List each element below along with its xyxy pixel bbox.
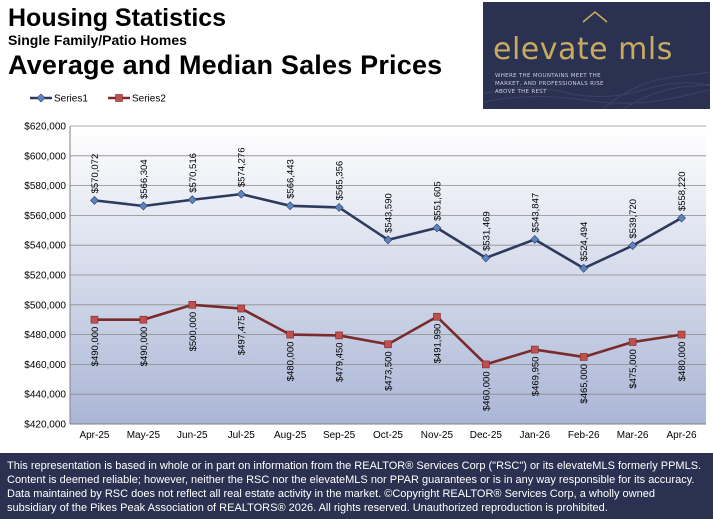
data-point bbox=[677, 330, 686, 339]
data-label: $566,443 bbox=[286, 159, 297, 199]
y-tick-label: $600,000 bbox=[24, 151, 66, 162]
elevate-mls-logo: elevate mls WHERE THE MOUNTAINS MEET THE… bbox=[483, 2, 710, 109]
x-tick-label: Apr-26 bbox=[667, 430, 697, 441]
page-subtitle: Single Family/Patio Homes bbox=[8, 32, 187, 48]
x-tick-label: Nov-25 bbox=[421, 430, 454, 441]
mountain-icon bbox=[582, 10, 608, 23]
data-label: $460,000 bbox=[481, 371, 492, 411]
data-point bbox=[579, 263, 589, 273]
y-tick-label: $520,000 bbox=[24, 271, 66, 282]
data-point bbox=[138, 201, 148, 211]
data-label: $524,494 bbox=[579, 222, 590, 262]
y-tick-label: $460,000 bbox=[24, 360, 66, 371]
x-tick-label: Apr-25 bbox=[79, 430, 109, 441]
logo-graphic bbox=[483, 10, 710, 109]
logo-wordmark: elevate mls bbox=[493, 32, 673, 67]
data-point bbox=[237, 304, 246, 313]
x-tick-label: Jul-25 bbox=[228, 430, 256, 441]
data-point bbox=[384, 340, 392, 349]
legend-label: Series2 bbox=[132, 94, 166, 105]
footer-disclaimer: This representation is based in whole or… bbox=[7, 460, 702, 514]
data-label: $543,590 bbox=[384, 193, 395, 233]
data-label: $565,356 bbox=[335, 161, 346, 201]
data-label: $480,000 bbox=[286, 342, 297, 382]
footer: This representation is based in whole or… bbox=[0, 453, 713, 519]
x-tick-label: Jan-26 bbox=[519, 430, 550, 441]
data-label: $475,000 bbox=[628, 349, 639, 389]
legend-marker bbox=[36, 93, 46, 103]
data-point bbox=[579, 353, 588, 361]
line-chart: $420,000 $440,000 $460,000 $480,000 $500,000… bbox=[24, 93, 706, 441]
data-label: $558,220 bbox=[677, 171, 688, 211]
data-point bbox=[530, 345, 539, 354]
x-tick-label: Aug-25 bbox=[274, 430, 307, 441]
data-point bbox=[481, 253, 491, 263]
logo-tagline: WHERE THE MOUNTAINS MEET THE MARKET, AND… bbox=[495, 73, 604, 95]
chart: $420,000 $440,000 $460,000 $480,000 $500,000… bbox=[0, 88, 713, 453]
legend-marker bbox=[115, 94, 123, 102]
data-label: $566,304 bbox=[139, 159, 150, 199]
x-tick-label: Dec-25 bbox=[470, 430, 503, 441]
x-tick-label: Oct-25 bbox=[373, 430, 403, 441]
y-tick-label: $480,000 bbox=[24, 330, 66, 341]
data-point bbox=[90, 315, 99, 324]
data-point bbox=[433, 312, 441, 321]
data-point bbox=[334, 202, 344, 212]
data-point bbox=[188, 301, 197, 309]
x-tick-label: Feb-26 bbox=[568, 430, 600, 441]
data-label: $479,450 bbox=[335, 342, 346, 382]
y-tick-label: $580,000 bbox=[24, 181, 66, 192]
y-tick-label: $420,000 bbox=[24, 420, 66, 431]
data-point bbox=[482, 360, 490, 369]
x-tick-label: May-25 bbox=[127, 430, 161, 441]
data-label: $491,990 bbox=[432, 324, 443, 364]
data-label: $539,720 bbox=[628, 199, 639, 239]
y-tick-label: $560,000 bbox=[24, 211, 66, 222]
y-tick-label: $500,000 bbox=[24, 300, 66, 311]
x-tick-label: Sep-25 bbox=[323, 430, 356, 441]
data-label: $469,950 bbox=[530, 357, 541, 397]
data-point bbox=[286, 330, 294, 339]
data-point bbox=[628, 338, 637, 346]
data-point bbox=[285, 201, 295, 211]
data-label: $574,276 bbox=[237, 148, 248, 188]
data-label: $551,605 bbox=[432, 181, 443, 221]
data-point bbox=[335, 331, 343, 340]
data-label: $490,000 bbox=[90, 327, 101, 367]
x-tick-label: Jun-25 bbox=[177, 430, 208, 441]
y-tick-label: $540,000 bbox=[24, 241, 66, 252]
chart-heading: Average and Median Sales Prices bbox=[8, 50, 443, 80]
header: Housing Statistics Single Family/Patio H… bbox=[8, 4, 442, 81]
data-point bbox=[139, 315, 148, 324]
legend-label: Series1 bbox=[54, 94, 88, 105]
page-title: Housing Statistics bbox=[8, 4, 227, 32]
data-point bbox=[677, 213, 686, 223]
data-label: $570,516 bbox=[188, 153, 199, 193]
data-label: $480,000 bbox=[677, 342, 688, 382]
data-label: $543,847 bbox=[530, 193, 541, 233]
data-label: $465,000 bbox=[579, 364, 590, 404]
data-label: $531,469 bbox=[481, 211, 492, 251]
data-point bbox=[628, 241, 638, 251]
data-point bbox=[432, 223, 442, 233]
data-point bbox=[530, 235, 540, 244]
y-tick-label: $620,000 bbox=[24, 122, 66, 133]
data-label: $473,500 bbox=[384, 351, 395, 391]
data-label: $497,475 bbox=[237, 316, 248, 356]
data-label: $490,000 bbox=[139, 327, 150, 367]
y-tick-label: $440,000 bbox=[24, 390, 66, 401]
data-point bbox=[90, 195, 99, 205]
data-label: $570,072 bbox=[90, 154, 101, 194]
data-point bbox=[236, 189, 246, 199]
data-point bbox=[187, 195, 197, 205]
x-tick-label: Mar-26 bbox=[617, 430, 649, 441]
data-label: $500,000 bbox=[188, 312, 199, 352]
data-point bbox=[383, 235, 393, 245]
